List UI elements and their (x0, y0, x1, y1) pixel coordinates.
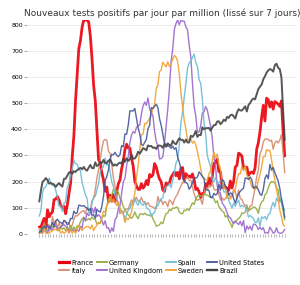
Legend: France, Italy, Germany, United Kingdom, Spain, Sweden, United States, Brazil: France, Italy, Germany, United Kingdom, … (58, 258, 266, 275)
Title: Nouveaux tests positifs par jour par million (lissé sur 7 jours): Nouveaux tests positifs par jour par mil… (24, 8, 300, 18)
